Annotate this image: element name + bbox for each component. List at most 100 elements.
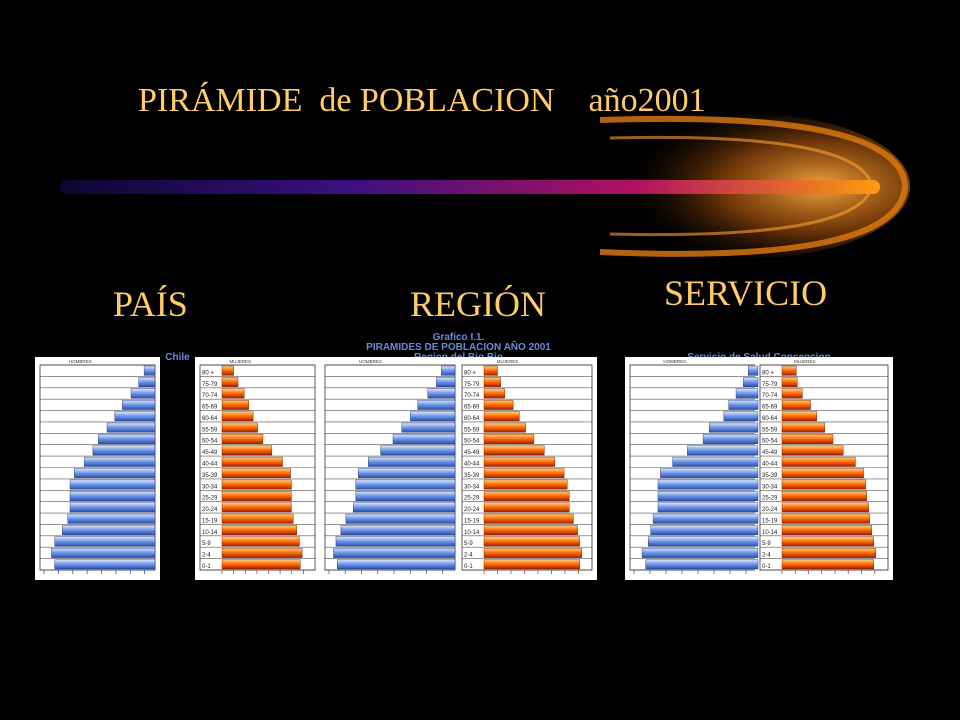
male-bar <box>355 491 456 501</box>
age-tick-label: 25-29 <box>202 496 218 502</box>
male-bar <box>98 434 156 444</box>
pyramid-chart-2: Grafico I.1.PIRAMIDES DE POBLACION AÑO 2… <box>320 332 597 580</box>
female-bar <box>781 548 877 558</box>
plot-border <box>759 364 889 571</box>
female-bar <box>781 559 875 570</box>
male-bar <box>427 388 456 399</box>
age-tick-label: 75-79 <box>202 382 218 388</box>
male-bar <box>368 456 456 467</box>
male-bar <box>92 445 156 456</box>
pyramid-chart-1: Chile HOMBRES MUJERES 0-1 2-4 5-9 10-14 15-19 20… <box>35 352 320 580</box>
female-bar <box>221 491 292 501</box>
male-bar <box>337 559 456 570</box>
age-tick-label: 60-64 <box>202 416 218 422</box>
male-bar <box>728 399 759 410</box>
male-bar <box>69 491 156 501</box>
age-tick-label: 45-49 <box>762 450 778 456</box>
male-bar <box>67 513 156 524</box>
age-tick-label: 60-64 <box>464 416 480 422</box>
female-bar <box>483 548 582 558</box>
label-region: REGIÓN <box>410 284 546 324</box>
male-bar <box>333 548 456 558</box>
age-tick-label: 45-49 <box>202 450 218 456</box>
female-bar <box>781 536 875 547</box>
age-tick-label: 70-74 <box>762 393 778 399</box>
label-servicio: SERVICIO <box>664 273 828 313</box>
male-bar <box>735 388 759 399</box>
age-tick-label: 5-9 <box>202 541 211 547</box>
female-bar <box>483 422 526 433</box>
male-bar <box>723 411 759 422</box>
female-bar <box>221 434 264 444</box>
female-bar <box>781 388 803 399</box>
female-bar <box>221 411 254 422</box>
age-tick-label: 65-69 <box>202 405 218 411</box>
male-bar <box>672 456 759 467</box>
age-tick-label: 0-1 <box>762 564 771 570</box>
plot-border <box>199 364 316 571</box>
female-bar <box>781 502 869 513</box>
male-bar <box>138 377 156 387</box>
age-tick-label: 35-39 <box>202 473 218 479</box>
age-tick-label: 40-44 <box>202 462 218 468</box>
age-tick-label: 30-34 <box>762 484 778 490</box>
chart-title: Chile <box>165 352 190 363</box>
age-tick-label: 5-9 <box>464 541 473 547</box>
age-tick-label: 35-39 <box>464 473 480 479</box>
female-bar <box>483 377 501 387</box>
female-bar <box>483 411 520 422</box>
age-tick-label: 55-59 <box>762 427 778 433</box>
age-tick-label: 0-1 <box>202 564 211 570</box>
age-tick-label: 70-74 <box>202 393 218 399</box>
female-bar <box>483 536 580 547</box>
age-tick-label: 65-69 <box>762 405 778 411</box>
male-bar <box>687 445 759 456</box>
male-bar <box>69 502 156 513</box>
male-bar <box>401 422 456 433</box>
age-tick-label: 80 + <box>464 370 476 376</box>
female-bar <box>483 479 568 490</box>
age-tick-label: 25-29 <box>464 496 480 502</box>
female-bar <box>483 559 580 570</box>
male-bar <box>355 479 456 490</box>
female-bar <box>781 525 872 536</box>
male-bar <box>51 548 156 558</box>
age-tick-label: 40-44 <box>464 462 480 468</box>
female-bar <box>221 468 291 479</box>
male-bar <box>335 536 456 547</box>
age-tick-label: 20-24 <box>762 507 778 513</box>
male-bar <box>358 468 456 479</box>
male-bar <box>709 422 759 433</box>
flare-arc <box>599 115 909 257</box>
age-tick-label: 60-64 <box>762 416 778 422</box>
male-panel-title: HOMBRES <box>359 359 382 364</box>
age-tick-label: 25-29 <box>762 496 778 502</box>
age-tick-label: 70-74 <box>464 393 480 399</box>
age-tick-label: 55-59 <box>464 427 480 433</box>
population-pyramids: Chile HOMBRES MUJERES 0-1 2-4 5-9 10-14 15-19 20… <box>35 332 893 580</box>
male-bar <box>380 445 456 456</box>
male-bar <box>652 513 759 524</box>
male-panel-title: HOMBRES <box>69 359 92 364</box>
age-tick-label: 30-34 <box>202 484 218 490</box>
age-tick-label: 15-19 <box>202 518 218 524</box>
female-bar <box>221 456 283 467</box>
female-bar <box>781 377 798 387</box>
male-bar <box>743 377 759 387</box>
female-bar <box>781 456 856 467</box>
male-panel-title: HOMBRES <box>663 359 686 364</box>
age-tick-label: 10-14 <box>464 530 480 536</box>
male-bar <box>353 502 456 513</box>
age-tick-label: 40-44 <box>762 462 778 468</box>
male-bar <box>345 513 456 524</box>
female-bar <box>221 513 294 524</box>
decorative-light-streak <box>60 114 910 258</box>
age-tick-label: 10-14 <box>202 530 218 536</box>
age-tick-label: 30-34 <box>464 484 480 490</box>
age-tick-label: 2-4 <box>762 553 771 559</box>
female-bar <box>221 377 239 387</box>
female-bar <box>781 513 870 524</box>
male-bar <box>417 399 456 410</box>
age-tick-label: 20-24 <box>202 507 218 513</box>
female-bar <box>221 422 258 433</box>
